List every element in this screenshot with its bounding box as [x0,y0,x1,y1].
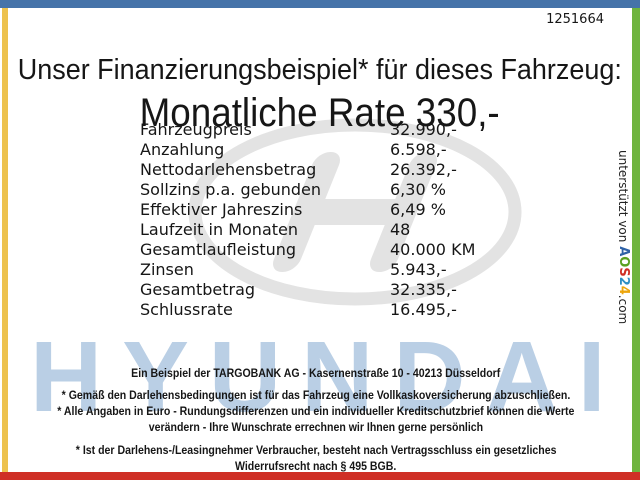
row-label: Sollzins p.a. gebunden [140,180,322,199]
note-text: * Ist der Darlehens-/Leasingnehmer Verbr… [75,443,557,457]
row-label: Laufzeit in Monaten [140,220,299,239]
note-vollkasko: * Gemäß den Darlehensbedingungen ist für… [8,388,624,403]
aos24-logo: A [616,246,631,257]
frame-bar-top [0,0,640,8]
frame-bar-left [2,8,8,472]
note-text: verändern - Ihre Wunschrate errechnen wi… [148,420,484,434]
row-value: 5.943,- [390,260,447,279]
row-label: Anzahlung [140,140,225,159]
row-value: 16.495,- [390,300,457,319]
row-label: Schlussrate [140,300,233,319]
row-value: 26.392,- [390,160,457,179]
note-text: * Alle Angaben in Euro - Rundungsdiffere… [57,404,575,418]
document-number: 1251664 [546,12,604,27]
bank-example-text: Ein Beispiel der TARGOBANK AG - Kasernen… [131,366,501,380]
note-euro-line2: verändern - Ihre Wunschrate errechnen wi… [8,420,624,435]
note-text: Widerrufsrecht nach § 495 BGB. [235,459,397,473]
row-label: Zinsen [140,260,194,279]
table-row: Laufzeit in Monaten 48 [140,220,475,240]
table-row: Nettodarlehensbetrag 26.392,- [140,160,475,180]
table-row: Anzahlung 6.598,- [140,140,475,160]
financing-intro-heading: Unser Finanzierungsbeispiel* für dieses … [8,54,632,86]
note-euro-line1: * Alle Angaben in Euro - Rundungsdiffere… [8,404,624,419]
row-label: Effektiver Jahreszins [140,200,303,219]
supported-by-credit: unterstützt von AOS24.com [616,150,631,325]
table-row: Effektiver Jahreszins 6,49 % [140,200,475,220]
row-value: 32.335,- [390,280,457,299]
supported-by-text: unterstützt von [616,150,630,247]
table-row: Gesamtlaufleistung 40.000 KM [140,240,475,260]
row-value: 40.000 KM [390,240,476,259]
row-value: 48 [390,220,411,239]
frame-bar-bottom [0,472,640,480]
row-label: Gesamtlaufleistung [140,240,297,259]
finance-table: Fahrzeugpreis 32.990,- Anzahlung 6.598,-… [140,120,475,320]
table-row: Zinsen 5.943,- [140,260,475,280]
aos24-domain-suffix: .com [616,294,630,325]
hyundai-wordmark-watermark: HYUNDAI [30,321,626,433]
frame-bar-right [632,8,640,472]
bank-example-line: Ein Beispiel der TARGOBANK AG - Kasernen… [8,366,624,381]
table-row: Sollzins p.a. gebunden 6,30 % [140,180,475,200]
row-value: 32.990,- [390,120,457,139]
table-row: Schlussrate 16.495,- [140,300,475,320]
table-row: Gesamtbetrag 32.335,- [140,280,475,300]
row-label: Fahrzeugpreis [140,120,252,139]
note-widerruf-line1: * Ist der Darlehens-/Leasingnehmer Verbr… [8,443,624,458]
note-widerruf-line2: Widerrufsrecht nach § 495 BGB. [8,459,624,474]
row-value: 6,30 % [390,180,446,199]
table-row: Fahrzeugpreis 32.990,- [140,120,475,140]
row-label: Gesamtbetrag [140,280,256,299]
monthly-rate-text: Monatliche Rate 330,- [139,91,501,135]
financing-intro-text: Unser Finanzierungsbeispiel* für dieses … [17,54,623,86]
monthly-rate-heading: Monatliche Rate 330,- [8,92,632,134]
row-label: Nettodarlehensbetrag [140,160,317,179]
note-text: * Gemäß den Darlehensbedingungen ist für… [61,388,571,402]
hyundai-logo-watermark-icon [188,118,522,306]
row-value: 6.598,- [390,140,447,159]
row-value: 6,49 % [390,200,446,219]
